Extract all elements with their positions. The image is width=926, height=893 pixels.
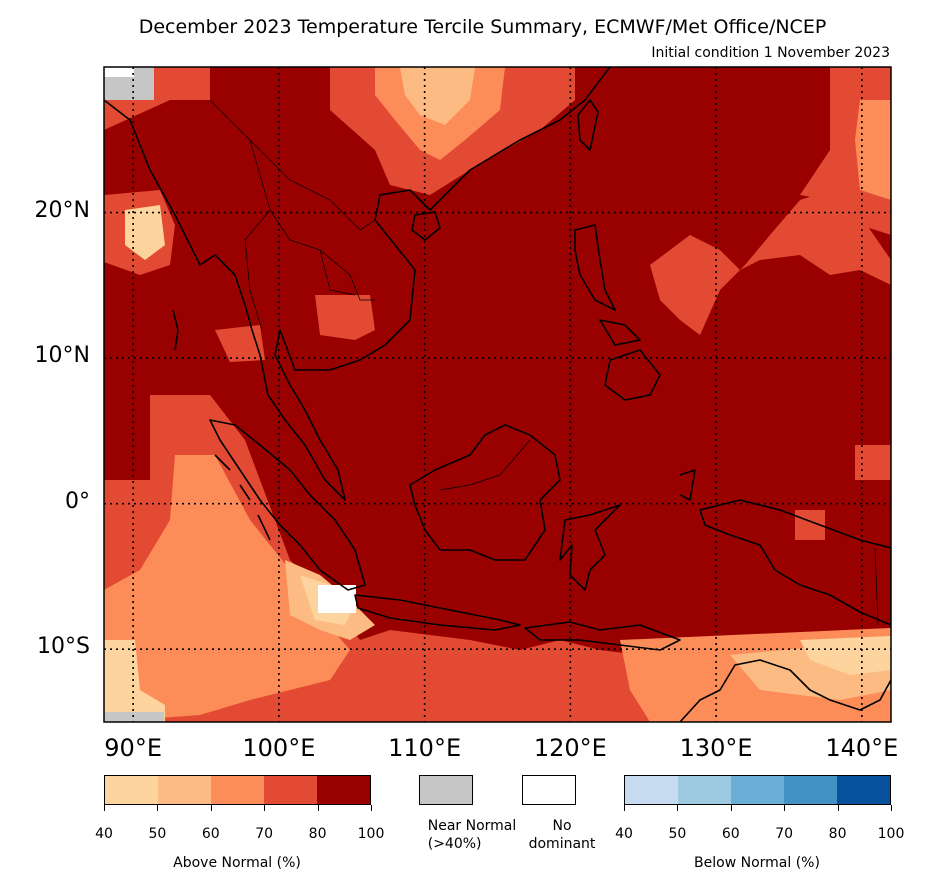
probability-patches (104, 67, 891, 722)
asia-coastline (104, 67, 611, 501)
java-island (354, 594, 521, 631)
hainan-island (411, 211, 441, 241)
northeast-60pct-area (855, 100, 891, 200)
luzon-island (574, 224, 616, 311)
colorbar-tick-label: 50 (668, 826, 687, 842)
colorbar-tick-label: 80 (828, 826, 847, 842)
colorbar-tick-label: 80 (308, 826, 327, 842)
colorbar-tickmark (837, 805, 839, 811)
below-normal-colorbar (624, 775, 891, 805)
mentawai-islands (214, 454, 271, 541)
andaman-islands (172, 309, 179, 351)
near-normal-label: Near Normal (>40%) (428, 817, 517, 853)
east-70pct-patch-a (855, 445, 891, 480)
near-normal-label-line1: Near Normal (427, 818, 517, 834)
longitude-label: 90°E (104, 734, 162, 762)
map-title: December 2023 Temperature Tercile Summar… (138, 16, 827, 38)
halmahera-island (679, 469, 696, 501)
latitude-label: 0° (65, 488, 90, 514)
indochina-70pct-area (315, 295, 375, 340)
south-china-50pct-area (400, 67, 475, 125)
myanmar-70pct-area (215, 325, 265, 362)
longitude-label: 140°E (825, 734, 899, 762)
colorbar-segment (158, 776, 211, 804)
colorbar-tick-label: 60 (201, 826, 220, 842)
latitude-label: 10°N (34, 343, 90, 369)
colorbar-tickmark (264, 805, 266, 811)
colorbar-segment (211, 776, 264, 804)
colorbar-tick-label: 60 (721, 826, 740, 842)
colorbar-tickmark (210, 805, 212, 811)
no-dominant-label-line2: dominant (528, 836, 596, 852)
indian-ocean-60pct-area (104, 455, 350, 722)
no-dominant-label: No dominant (529, 817, 596, 853)
below-normal-label: Below Normal (%) (694, 855, 820, 871)
visayas-islands (599, 319, 641, 346)
near-normal-swatch (419, 775, 473, 805)
colorbar-tickmark (157, 805, 159, 811)
colorbar-tick-label: 70 (775, 826, 794, 842)
no-dominant-swatch (522, 775, 576, 805)
mindanao-island (604, 349, 661, 401)
longitude-label: 120°E (533, 734, 607, 762)
coastlines (104, 67, 891, 722)
colorbar-tickmark (624, 805, 625, 811)
southwest-50pct-area (104, 640, 165, 722)
colorbar-segment (678, 776, 731, 804)
colorbar-tick-label: 40 (615, 826, 633, 842)
colorbar-tick-label: 100 (877, 826, 905, 842)
southeast-40pct-area (800, 636, 891, 675)
colorbar-tick-label: 40 (95, 826, 113, 842)
above-normal-label: Above Normal (%) (173, 855, 301, 871)
map-subtitle: Initial condition 1 November 2023 (651, 45, 890, 61)
bay-of-bengal-50pct-area (125, 205, 165, 260)
colorbar-segment (731, 776, 784, 804)
west-pacific-70pct-area (650, 190, 891, 335)
lesser-sunda-islands (524, 621, 681, 651)
latitude-label: 10°S (37, 634, 90, 660)
near-normal-label-line2: (>40%) (427, 836, 482, 852)
country-borders (209, 99, 879, 626)
colorbar-segment (784, 776, 837, 804)
colorbar-tickmark (730, 805, 732, 811)
longitude-label: 100°E (242, 734, 316, 762)
sulawesi-island (559, 504, 621, 591)
sumatra-island (209, 419, 366, 591)
colorbar-tick-label: 50 (148, 826, 167, 842)
colorbar-tickmark (104, 805, 105, 811)
borneo-island (409, 424, 561, 561)
no-dominant-label-line1: No (552, 818, 572, 834)
map-gridlines (104, 67, 891, 722)
colorbar-tickmark (371, 805, 372, 811)
map-frame (103, 66, 892, 723)
taiwan-island (577, 99, 599, 151)
colorbar-tickmark (784, 805, 786, 811)
colorbar-segment (625, 776, 678, 804)
colorbar-tickmark (317, 805, 319, 811)
colorbar-segment (105, 776, 158, 804)
longitude-label: 130°E (679, 734, 753, 762)
colorbar-tickmark (891, 805, 892, 811)
longitude-label: 110°E (388, 734, 462, 762)
latitude-label: 20°N (34, 197, 90, 223)
northwest-no-dominant-patch (104, 67, 134, 77)
southwest-near-normal-patch (104, 712, 164, 722)
above-normal-colorbar (104, 775, 371, 805)
colorbar-segment (837, 776, 890, 804)
australia-coastline (679, 659, 891, 722)
new-guinea-island (699, 499, 891, 626)
colorbar-tickmark (677, 805, 679, 811)
colorbar-tick-label: 70 (255, 826, 274, 842)
colorbar-segment (317, 776, 370, 804)
colorbar-segment (264, 776, 317, 804)
colorbar-tick-label: 100 (357, 826, 385, 842)
